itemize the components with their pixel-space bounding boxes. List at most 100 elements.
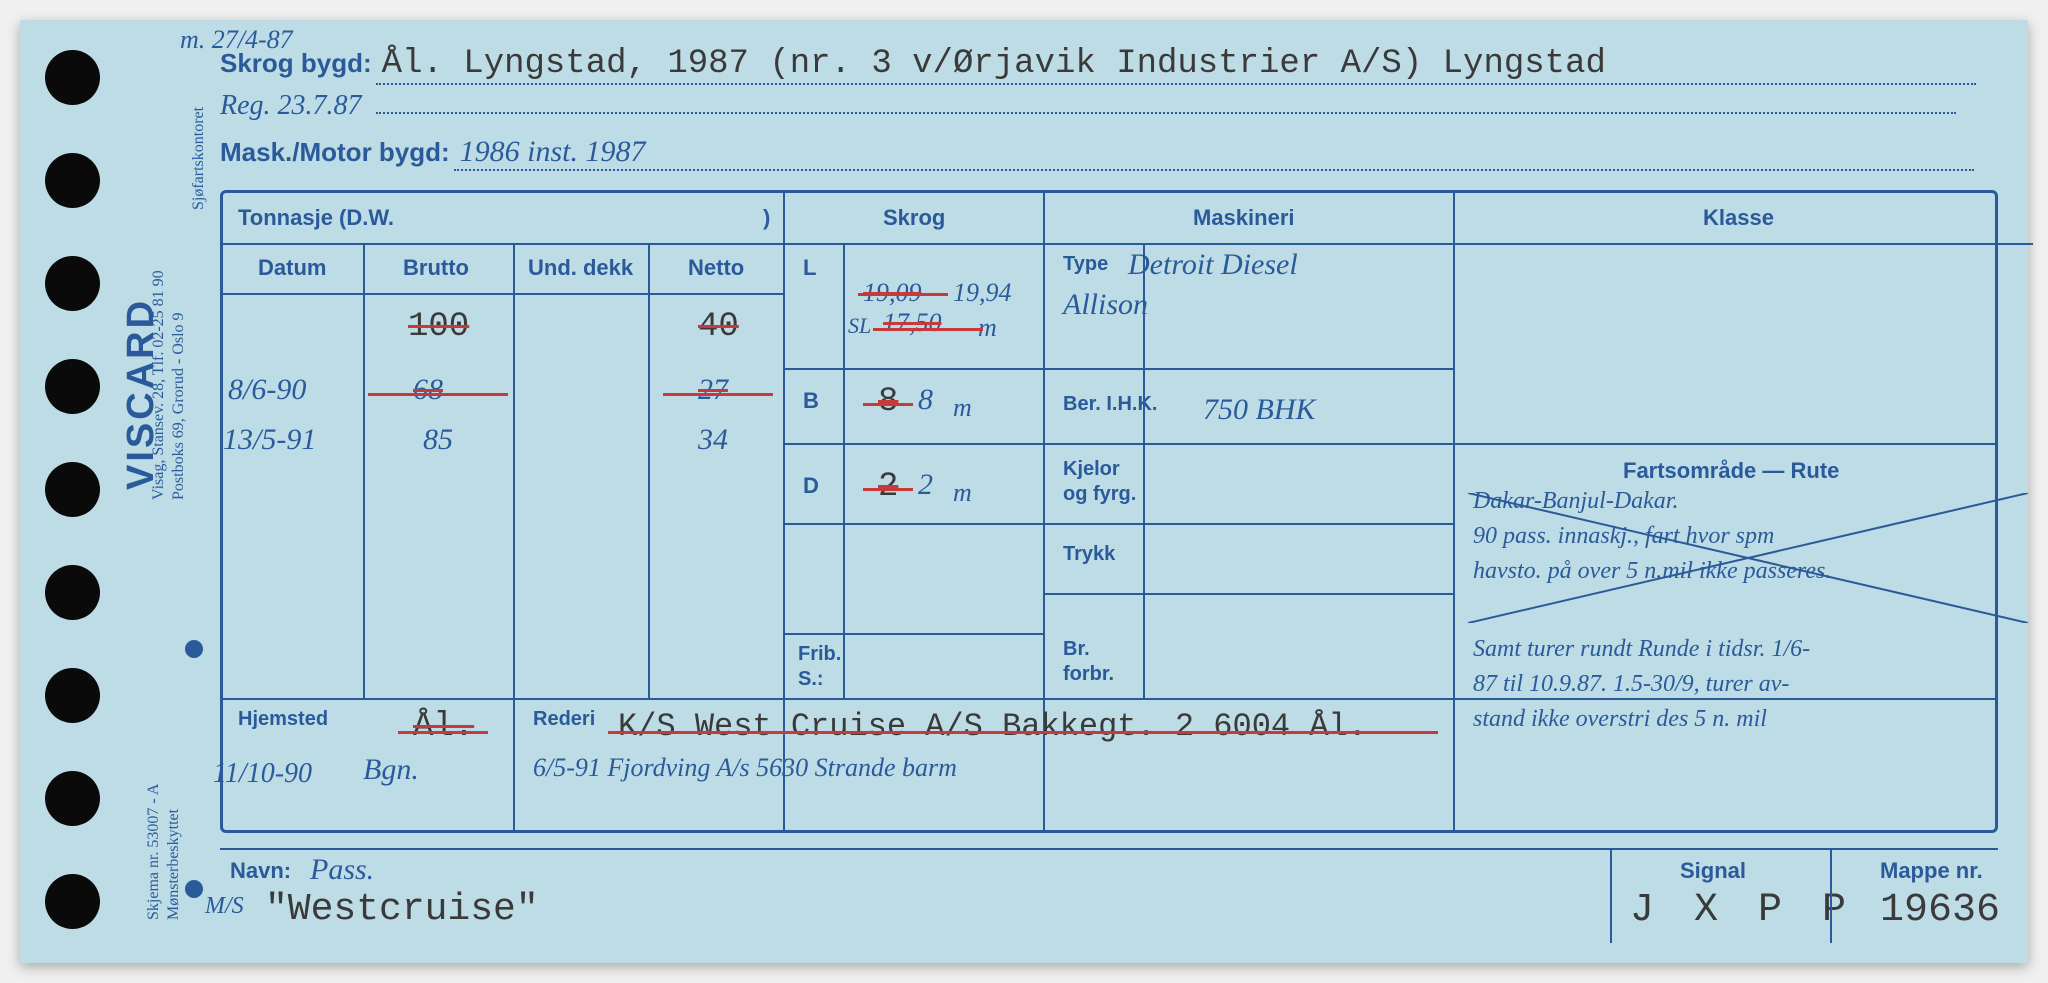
redline [608,731,1438,734]
hole [45,359,100,414]
redline [368,393,508,396]
vline [1830,848,1832,943]
label-frib: Frib. [798,643,841,666]
hline [223,243,2033,245]
blue-dot [185,640,203,658]
side-sjofarts: Sjøfartskontoret [190,107,208,210]
rederi-1: K/S West Cruise A/S Bakkegt. 2 6004 Ål. [618,708,1367,745]
brutto-1: 100 [408,308,469,346]
hline [1453,443,1995,445]
label-l: L [803,255,816,281]
signal-value: J X P P [1630,888,1854,933]
b-val: 8 [918,383,933,417]
hole [45,256,100,311]
hjemsted-date: 11/10-90 [213,758,312,790]
hdr-brutto: Brutto [403,255,469,281]
label-mappe: Mappe nr. [1880,858,1983,884]
hdr-tonnasje: Tonnasje (D.W. [238,205,394,231]
label-ogfyrg: og fyrg. [1063,483,1136,506]
hdr-datum: Datum [258,255,326,281]
blue-dot [185,880,203,898]
main-grid: Tonnasje (D.W. ) Skrog Maskineri Klasse … [220,190,1998,833]
hole [45,771,100,826]
rute-5: 87 til 10.9.87. 1.5-30/9, turer av- [1473,671,1789,698]
date-2: 8/6-90 [228,373,306,407]
b-struck: 8 [878,383,898,421]
d-m: m [953,478,972,508]
header-line-3: Mask./Motor bygd: 1986 inst. 1987 [220,135,1998,171]
date-3: 13/5-91 [223,423,316,457]
label-mask-bygd: Mask./Motor bygd: [220,137,450,167]
navn-ms: M/S [205,893,244,920]
l-val: 19,94 [953,278,1012,308]
label-trykk: Trykk [1063,543,1115,566]
redline [663,393,773,396]
hjemsted-bgn: Bgn. [363,753,419,787]
header-line-1: m. 27/4-87 Skrog bygd: Ål. Lyngstad, 198… [220,45,1998,85]
hdr-und-dekk: Und. dekk [528,255,633,281]
redline [863,403,913,406]
d-struck: 2 [878,468,898,506]
hole [45,50,100,105]
hjemsted-al: Ål. [413,708,474,746]
value-mask-bygd: 1986 inst. 1987 [454,135,1974,171]
label-rederi: Rederi [533,708,595,731]
vline [648,243,650,698]
registry-card: VISCARD Visag, Stansev. 28, Tlf. 02-25 8… [20,20,2028,963]
binder-holes [45,50,100,929]
label-type: Type [1063,253,1108,276]
card-content: m. 27/4-87 Skrog bygd: Ål. Lyngstad, 198… [220,45,1998,943]
sl-label: SL [848,313,871,339]
label-ber-ihk: Ber. I.H.K. [1063,393,1157,416]
hdr-netto: Netto [688,255,744,281]
vline [363,243,365,698]
label-kjelor: Kjelor [1063,458,1120,481]
vline [513,698,515,830]
label-s: S.: [798,668,824,691]
redline [858,293,948,296]
value-skrog-bygd: Ål. Lyngstad, 1987 (nr. 3 v/Ørjavik Indu… [376,45,1976,85]
hline [223,698,1995,700]
label-d: D [803,473,819,499]
rute-6: stand ikke overstri des 5 n. mil [1473,706,1767,733]
hole [45,462,100,517]
hole [45,153,100,208]
label-br: Br. [1063,638,1090,661]
sl-struck: 17,50 [883,308,942,338]
hline [223,293,783,295]
vline [1453,193,1455,830]
mask-type1: Detroit Diesel [1128,248,1298,282]
ship-name: "Westcruise" [265,888,539,931]
hdr-maskineri: Maskineri [1193,205,1295,231]
side-monster: Mønsterbeskyttet [165,809,183,920]
side-address-2: Postboks 69, Grorud - Oslo 9 [170,312,188,500]
netto-2: 27 [698,373,728,407]
hole [45,668,100,723]
hdr-skrog: Skrog [883,205,945,231]
vline [843,243,845,698]
d-val: 2 [918,468,933,502]
hdr-tonnasje-close: ) [763,205,770,231]
label-hjemsted: Hjemsted [238,708,328,731]
rederi-2: 6/5-91 Fjordving A/s 5630 Strande barm [533,753,957,783]
vline [513,243,515,698]
brutto-2: 68 [413,373,443,407]
rute-4: Samt turer rundt Runde i tidsr. 1/6- [1473,636,1810,663]
label-forbr: forbr. [1063,663,1114,686]
hdr-klasse: Klasse [1703,205,1774,231]
label-b: B [803,388,819,414]
hole [45,565,100,620]
navn-pass: Pass. [310,853,374,887]
netto-1: 40 [698,308,739,346]
netto-3: 34 [698,423,728,457]
hline [783,368,1453,370]
header-line-2: Reg. 23.7.87 [220,90,1998,122]
mask-ber: 750 BHK [1203,393,1316,427]
label-fartsomrade: Fartsområde — Rute [1623,458,1839,484]
vline [1610,848,1612,943]
side-skjema: Skjema nr. 53007 - A [145,784,163,920]
hline [783,523,1453,525]
redline [863,488,913,491]
redline [873,328,983,331]
brutto-3: 85 [423,423,453,457]
